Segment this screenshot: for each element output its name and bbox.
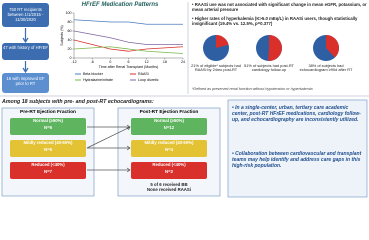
x-tick-label: 6 — [128, 60, 130, 64]
finding: • Higher rates of hyperkalemia (K>5.0 mE… — [192, 16, 358, 26]
flow-box — [2, 3, 49, 27]
legend-label: Beta blocker — [83, 72, 104, 76]
conclusion-box — [227, 99, 368, 198]
ef-box — [131, 118, 207, 135]
y-tick-label: 0 — [70, 56, 72, 60]
ef-box — [10, 118, 86, 135]
note: 5 of 6 received BB — [150, 182, 188, 187]
x-tick-label: 0 — [109, 60, 111, 64]
ef-count: N=4 — [164, 147, 173, 152]
note: None received RAASi — [147, 186, 191, 192]
panel-title: Post-RT Ejection Fraction — [139, 110, 199, 115]
ef-label: Reduced (<40%) — [152, 162, 186, 167]
y-tick-label: 40 — [68, 38, 72, 42]
ef-label: Reduced (<40%) — [31, 162, 65, 167]
finding-text: RAASi use was not associated with signif… — [192, 2, 367, 12]
panel-title: Pre-RT Ejection Fraction — [20, 110, 76, 115]
flow-text: 750 RT recipients between 1/1/2015 - 11/… — [7, 7, 44, 22]
x-tick-label: -12 — [71, 60, 76, 64]
finding-text: Higher rates of hyperkalemia (K>5.0 mEq/… — [192, 16, 358, 26]
ef-label: Mildly reduced (40-50%) — [144, 140, 194, 145]
conclusion-text: Collaboration between cardiovascular and… — [232, 151, 362, 169]
pie-label: 38% of subjects had echocardiogram ≥90d … — [299, 63, 353, 73]
flow-text: 16 with improved EF prior to RT — [6, 76, 45, 86]
chart-title: HFrEF Medication Patterns — [81, 2, 159, 8]
ef-label: Normal (≥50%) — [154, 118, 184, 123]
ef-count: N=6 — [43, 147, 52, 152]
series-line — [73, 19, 183, 25]
footnote: *Defined as preserved renal function wit… — [192, 87, 313, 91]
ef-box — [131, 162, 207, 179]
y-tick-label: 80 — [68, 20, 72, 24]
x-tick-label: 24 — [181, 60, 185, 64]
x-tick-label: 18 — [163, 60, 167, 64]
y-tick-label: 60 — [68, 29, 72, 33]
pie-slice — [216, 35, 229, 48]
echo-note: 5 of 6 received BB None received RAASi — [131, 182, 207, 193]
graphics: 0 20 40 60 80 100 -12 -6 0 6 12 18 24 Subjects (%) Tim… — [0, 2, 369, 198]
ef-count: N=2 — [164, 169, 173, 174]
ef-count: N=5 — [43, 125, 52, 130]
flow-box — [2, 43, 49, 60]
series-line — [73, 46, 184, 54]
arrows — [86, 124, 131, 173]
ef-box — [10, 140, 86, 157]
x-tick-label: -6 — [91, 60, 94, 64]
graphical-abstract: 0 20 40 60 80 100 -12 -6 0 6 12 18 24 Subjects (%) Tim… — [0, 2, 369, 198]
x-axis-label: Time after Renal Transplant (Months) — [99, 65, 158, 69]
ef-label: Normal (≥50%) — [33, 118, 63, 123]
flow-box — [2, 73, 49, 93]
y-tick-label: 20 — [68, 47, 72, 51]
legend-label: Hydralazine/nitrate — [83, 78, 113, 82]
pie-label: 21% of eligible* subjects had RAASi by 2… — [191, 63, 241, 73]
pie-slice — [268, 35, 282, 61]
ef-count: N=12 — [163, 125, 175, 130]
x-tick-label: 12 — [145, 60, 149, 64]
ef-box — [10, 162, 86, 179]
legend-label: Loop diuretic — [138, 78, 159, 82]
series-line — [73, 30, 183, 45]
arrow — [22, 28, 29, 44]
pie-slice — [326, 35, 340, 58]
y-tick-label: 100 — [66, 11, 72, 15]
arrow — [22, 61, 29, 74]
finding: • RAASi use was not associated with sign… — [192, 2, 367, 12]
legend-label: RAASi — [138, 72, 149, 76]
series-line — [73, 39, 184, 52]
ef-label: Mildly reduced (40-50%) — [23, 140, 73, 145]
echo-title: Among 18 subjects with pre- and post-RT … — [2, 99, 154, 105]
y-axis-label: Subjects (%) — [60, 25, 64, 45]
conclusion-text: In a single-center, urban, tertiary care… — [232, 105, 361, 123]
flow-text: 47 with history of HFrEF — [3, 45, 48, 50]
conclusion: • In a single-center, urban, tertiary ca… — [232, 105, 361, 123]
pie-label: 51% of subjects had post-RT cardiology f… — [244, 63, 294, 73]
ef-count: N=7 — [43, 169, 52, 174]
ef-box — [131, 140, 207, 157]
conclusion: • Collaboration between cardiovascular a… — [232, 151, 362, 169]
